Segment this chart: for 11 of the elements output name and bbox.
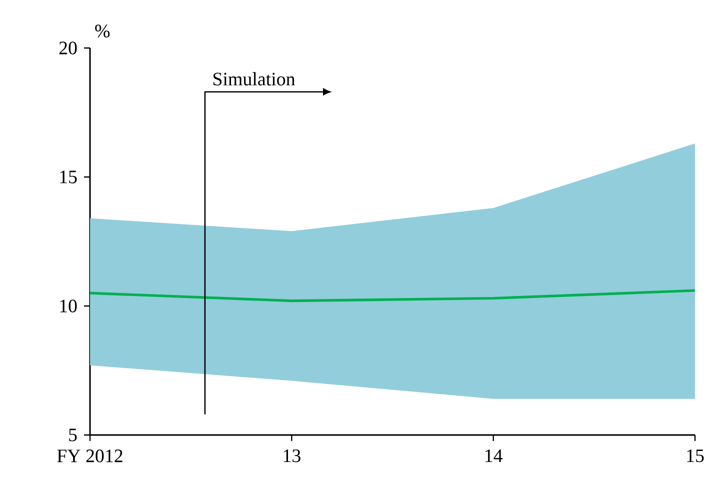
x-tick-label: 15	[687, 450, 704, 462]
y-axis-title: %	[95, 24, 110, 38]
x-tick-label: FY 2012	[57, 450, 122, 462]
annotation: Simulation	[213, 72, 296, 86]
y-tick-label: 20	[59, 42, 77, 54]
x-tick-label: 14	[486, 450, 503, 462]
x-tick-label: 13	[284, 449, 300, 462]
y-tick-label: 10	[60, 300, 77, 312]
line-series	[88, 289, 696, 302]
y-tick-label: 15	[60, 170, 77, 184]
y-tick-label: 5	[69, 428, 77, 442]
